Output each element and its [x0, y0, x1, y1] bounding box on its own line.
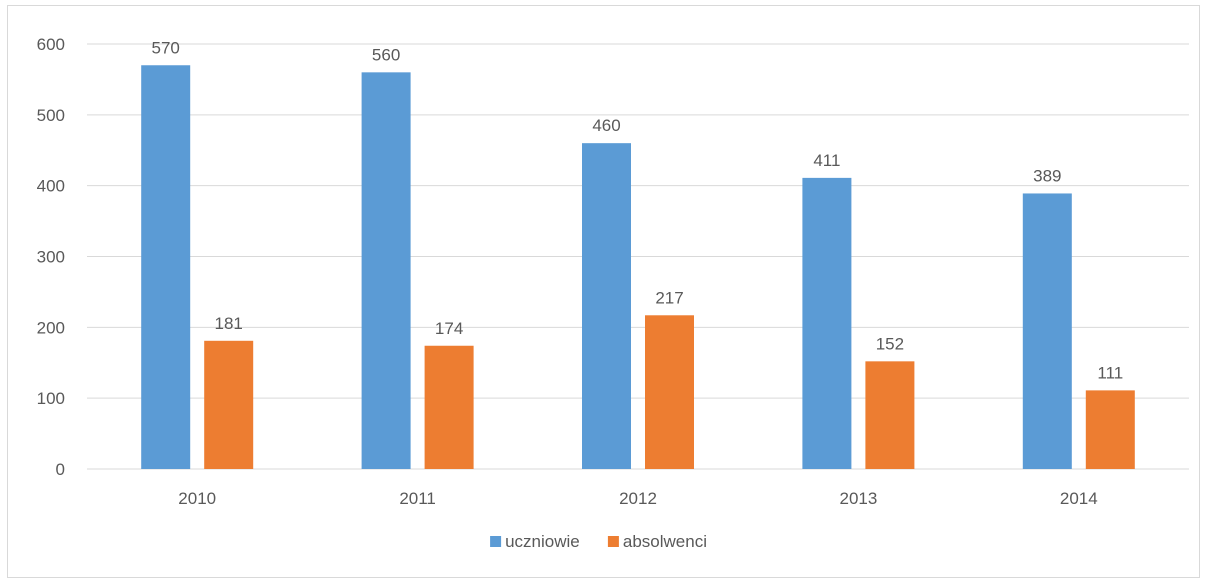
bar-uczniowie-2010	[141, 65, 191, 469]
data-label: 570	[152, 38, 180, 57]
data-labels: 570 181 560 174 460 217 411 152 389 111	[152, 38, 1124, 382]
x-tick-label: 2011	[399, 489, 436, 508]
bar-absolwenci-2011	[424, 345, 474, 469]
x-tick-label: 2013	[839, 489, 877, 508]
bar-uczniowie-2012	[582, 143, 631, 469]
bar-uczniowie-2013	[802, 177, 852, 469]
data-label: 174	[435, 319, 463, 338]
x-axis-ticks: 2010 2011 2012 2013 2014	[178, 489, 1097, 508]
data-label: 389	[1033, 166, 1061, 185]
y-tick-label: 0	[56, 460, 65, 479]
legend: uczniowie absolwenci	[490, 532, 707, 551]
bar-absolwenci-2010	[204, 340, 254, 469]
bar-absolwenci-2014	[1085, 390, 1135, 469]
legend-item-uczniowie: uczniowie	[490, 532, 580, 551]
data-label: 217	[655, 288, 683, 307]
legend-item-absolwenci: absolwenci	[607, 532, 707, 551]
legend-swatch	[607, 536, 619, 547]
x-tick-label: 2014	[1060, 489, 1098, 508]
legend-label: uczniowie	[505, 532, 580, 551]
bar-chart: 0 100 200 300 400 500 600 570 181 560 174 460 217 41…	[37, 35, 1189, 551]
data-label: 152	[876, 334, 904, 353]
data-label: 411	[813, 151, 840, 170]
legend-label: absolwenci	[623, 532, 707, 551]
y-tick-label: 400	[37, 177, 65, 196]
x-tick-label: 2012	[619, 489, 657, 508]
bar-uczniowie-2011	[361, 72, 411, 469]
y-tick-label: 600	[37, 35, 65, 54]
bar-absolwenci-2013	[865, 361, 915, 469]
y-axis-ticks: 0 100 200 300 400 500 600	[37, 35, 65, 479]
x-tick-label: 2010	[178, 489, 216, 508]
y-tick-label: 100	[37, 389, 65, 408]
gridlines	[87, 43, 1189, 470]
y-tick-label: 300	[37, 248, 65, 267]
legend-swatch	[490, 536, 502, 547]
data-label: 560	[372, 45, 400, 64]
chart-frame: 0 100 200 300 400 500 600 570 181 560 174 460 217 41…	[7, 5, 1200, 578]
data-label: 460	[592, 116, 620, 135]
y-tick-label: 500	[37, 106, 65, 125]
y-tick-label: 200	[37, 318, 65, 337]
data-label: 111	[1097, 363, 1123, 382]
data-label: 181	[215, 314, 243, 333]
bar-absolwenci-2012	[645, 315, 694, 469]
bar-uczniowie-2014	[1022, 193, 1072, 470]
bars	[141, 65, 1135, 470]
